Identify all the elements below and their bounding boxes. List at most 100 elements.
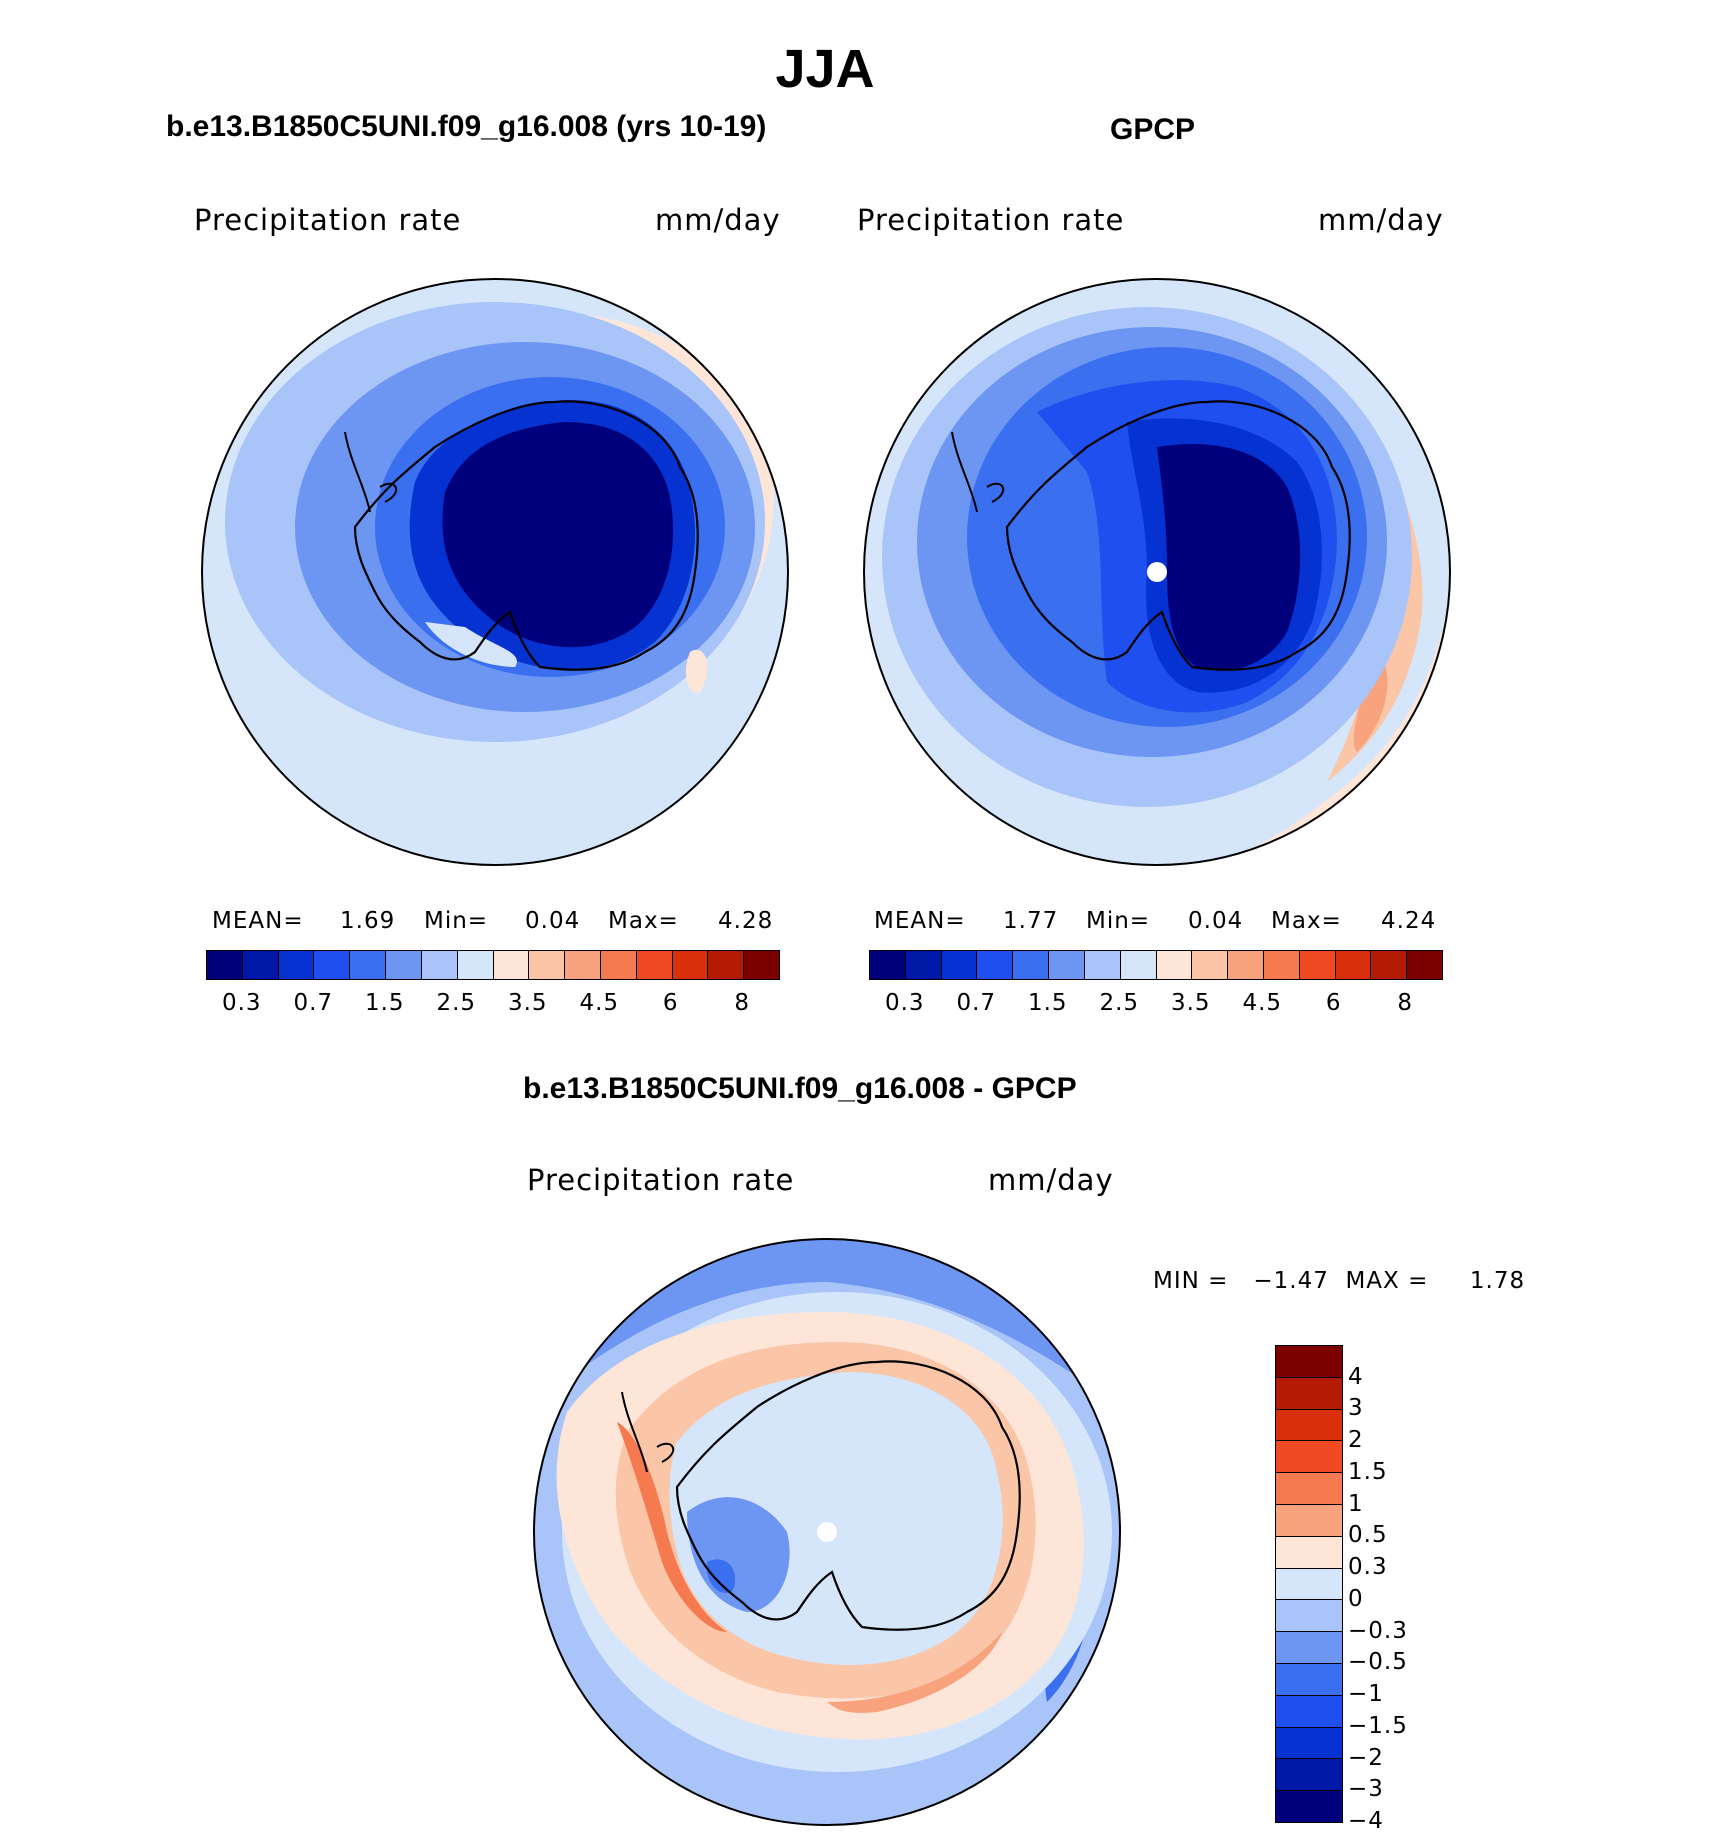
right-max-value: 4.24 bbox=[1381, 908, 1437, 934]
colorbar-tick-label: 0.7 bbox=[956, 990, 997, 1016]
right-units-label: mm/day bbox=[1318, 203, 1444, 237]
colorbar-swatch bbox=[1276, 1473, 1342, 1505]
right-mean-label: MEAN= bbox=[874, 908, 966, 934]
colorbar-tick-label: 0.5 bbox=[1348, 1522, 1388, 1549]
left-min-value: 0.04 bbox=[525, 908, 581, 934]
colorbar-tick-label: 2.5 bbox=[436, 990, 477, 1016]
colorbar-swatch bbox=[1276, 1791, 1342, 1822]
colorbar-swatch bbox=[672, 951, 709, 979]
colorbar-tick-label: 4 bbox=[1348, 1363, 1364, 1390]
colorbar-swatch bbox=[1299, 951, 1336, 979]
colorbar-swatch bbox=[1276, 1346, 1342, 1378]
right-polar-map bbox=[863, 278, 1451, 866]
main-title: JJA bbox=[775, 39, 875, 99]
colorbar-tick-label: 8 bbox=[734, 990, 751, 1016]
colorbar-swatch bbox=[529, 951, 566, 979]
colorbar-tick-label: −0.5 bbox=[1348, 1649, 1408, 1676]
colorbar-swatch bbox=[457, 951, 494, 979]
colorbar-swatch bbox=[1120, 951, 1157, 979]
diff-units-label: mm/day bbox=[988, 1163, 1114, 1197]
diff-minmax-text: MIN = −1.47 MAX = 1.78 bbox=[1153, 1268, 1526, 1294]
colorbar-swatch bbox=[1407, 951, 1442, 979]
colorbar-tick-label: 4.5 bbox=[579, 990, 620, 1016]
colorbar-swatch bbox=[1276, 1536, 1342, 1569]
colorbar-tick-label: 8 bbox=[1397, 990, 1414, 1016]
colorbar-swatch bbox=[1276, 1600, 1342, 1633]
colorbar-swatch bbox=[905, 951, 942, 979]
colorbar-tick-label: 3.5 bbox=[1170, 990, 1211, 1016]
colorbar-tick-label: −1 bbox=[1348, 1681, 1384, 1708]
diff-polar-map bbox=[533, 1238, 1121, 1826]
colorbar-swatch bbox=[1276, 1759, 1342, 1792]
colorbar-tick-label: 1 bbox=[1348, 1490, 1364, 1517]
diff-colorbar bbox=[1275, 1345, 1343, 1823]
colorbar-swatch bbox=[1335, 951, 1372, 979]
colorbar-swatch bbox=[314, 951, 351, 979]
colorbar-swatch bbox=[278, 951, 315, 979]
right-panel-title: GPCP bbox=[1110, 113, 1196, 146]
left-panel-title: b.e13.B1850C5UNI.f09_g16.008 (yrs 10-19) bbox=[166, 110, 767, 143]
colorbar-swatch bbox=[1013, 951, 1050, 979]
left-min-label: Min= bbox=[424, 908, 489, 934]
colorbar-swatch bbox=[1276, 1568, 1342, 1601]
colorbar-swatch bbox=[242, 951, 279, 979]
colorbar-swatch bbox=[350, 951, 387, 979]
right-colorbar bbox=[869, 950, 1443, 980]
colorbar-tick-label: −4 bbox=[1348, 1808, 1384, 1834]
colorbar-swatch bbox=[1276, 1695, 1342, 1728]
right-min-value: 0.04 bbox=[1188, 908, 1244, 934]
colorbar-swatch bbox=[421, 951, 458, 979]
colorbar-swatch bbox=[1276, 1409, 1342, 1442]
right-max-label: Max= bbox=[1271, 908, 1342, 934]
diff-variable-label: Precipitation rate bbox=[527, 1163, 795, 1197]
colorbar-swatch bbox=[565, 951, 601, 979]
colorbar-tick-label: 0.3 bbox=[884, 990, 925, 1016]
left-mean-label: MEAN= bbox=[212, 908, 304, 934]
colorbar-tick-label: 3 bbox=[1348, 1395, 1364, 1422]
colorbar-tick-label: −0.3 bbox=[1348, 1617, 1408, 1644]
diff-panel-title: b.e13.B1850C5UNI.f09_g16.008 - GPCP bbox=[523, 1072, 1077, 1105]
colorbar-swatch bbox=[386, 951, 422, 979]
colorbar-swatch bbox=[207, 951, 243, 979]
colorbar-swatch bbox=[1276, 1441, 1342, 1474]
diff-colorbar-ticks: 4 3 2 1.5 1 0.5 0.3 0 −0.3 −0.5 −1 −1.5 −2 −3 −4 bbox=[1342, 1345, 1462, 1834]
colorbar-swatch bbox=[493, 951, 530, 979]
colorbar-swatch bbox=[1192, 951, 1229, 979]
colorbar-tick-label: 6 bbox=[662, 990, 679, 1016]
colorbar-tick-label: 4.5 bbox=[1242, 990, 1283, 1016]
colorbar-tick-label: 6 bbox=[1325, 990, 1342, 1016]
colorbar-tick-label: 1.5 bbox=[1348, 1458, 1388, 1485]
colorbar-tick-label: 2.5 bbox=[1099, 990, 1140, 1016]
colorbar-tick-label: 0.3 bbox=[1348, 1554, 1388, 1581]
colorbar-tick-label: −2 bbox=[1348, 1744, 1384, 1771]
colorbar-swatch bbox=[1276, 1632, 1342, 1664]
colorbar-swatch bbox=[636, 951, 673, 979]
colorbar-swatch bbox=[1156, 951, 1193, 979]
colorbar-swatch bbox=[870, 951, 906, 979]
colorbar-swatch bbox=[1228, 951, 1264, 979]
colorbar-tick-label: 3.5 bbox=[507, 990, 548, 1016]
left-colorbar bbox=[206, 950, 780, 980]
colorbar-swatch bbox=[600, 951, 637, 979]
left-max-label: Max= bbox=[608, 908, 679, 934]
colorbar-swatch bbox=[1371, 951, 1408, 979]
left-mean-value: 1.69 bbox=[340, 908, 396, 934]
left-variable-label: Precipitation rate bbox=[194, 203, 462, 237]
colorbar-swatch bbox=[744, 951, 779, 979]
right-variable-label: Precipitation rate bbox=[857, 203, 1125, 237]
right-mean-value: 1.77 bbox=[1003, 908, 1059, 934]
colorbar-tick-label: −3 bbox=[1348, 1776, 1384, 1803]
colorbar-tick-label: −1.5 bbox=[1348, 1712, 1408, 1739]
colorbar-tick-label: 2 bbox=[1348, 1427, 1364, 1454]
colorbar-swatch bbox=[977, 951, 1014, 979]
colorbar-tick-label: 0.3 bbox=[221, 990, 262, 1016]
colorbar-swatch bbox=[1049, 951, 1085, 979]
left-units-label: mm/day bbox=[655, 203, 781, 237]
colorbar-tick-label: 0.7 bbox=[293, 990, 334, 1016]
colorbar-swatch bbox=[941, 951, 978, 979]
colorbar-swatch bbox=[1276, 1663, 1342, 1696]
colorbar-tick-label: 0 bbox=[1348, 1585, 1364, 1612]
colorbar-swatch bbox=[1263, 951, 1300, 979]
colorbar-swatch bbox=[1276, 1727, 1342, 1760]
right-min-label: Min= bbox=[1086, 908, 1151, 934]
